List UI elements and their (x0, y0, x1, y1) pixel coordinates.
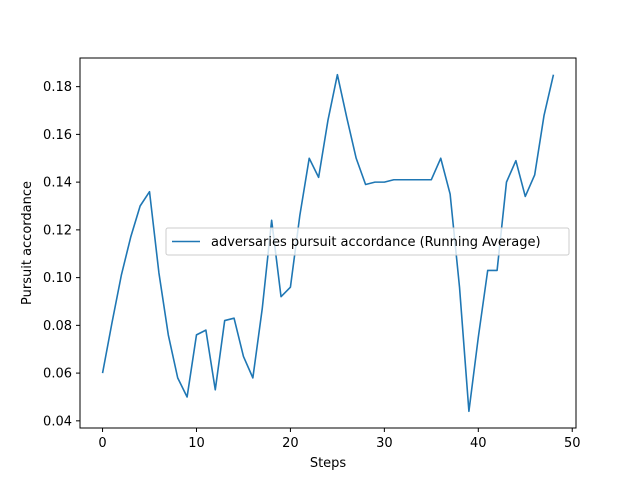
y-tick-label: 0.10 (43, 271, 72, 286)
plot-frame (79, 57, 577, 429)
plot-area (79, 57, 577, 429)
y-tick-label: 0.08 (43, 319, 72, 334)
y-tick-label: 0.14 (43, 176, 72, 191)
x-axis: 0 10 20 30 40 50 (98, 428, 581, 451)
y-tick-label: 0.12 (43, 223, 72, 238)
x-tick-label: 0 (98, 436, 106, 451)
series-layer (101, 73, 555, 413)
y-tick-label: 0.06 (43, 367, 72, 382)
series-line (101, 73, 555, 413)
legend: adversaries pursuit accordance (Running … (165, 227, 570, 256)
x-tick-label: 50 (564, 436, 581, 451)
legend-box (165, 227, 570, 256)
y-tick-label: 0.18 (43, 80, 72, 95)
x-tick-label: 10 (188, 436, 205, 451)
y-axis-label: Pursuit accordance (20, 181, 35, 305)
x-tick-label: 20 (282, 436, 299, 451)
legend-label: adversaries pursuit accordance (Running … (211, 235, 541, 250)
y-tick-label: 0.16 (43, 128, 72, 143)
y-tick-label: 0.04 (43, 414, 72, 429)
x-axis-label: Steps (310, 456, 347, 471)
x-tick-label: 30 (376, 436, 393, 451)
y-axis: 0.04 0.06 0.08 0.10 0.12 0.14 0.16 0.18 (43, 80, 80, 429)
x-tick-label: 40 (470, 436, 487, 451)
